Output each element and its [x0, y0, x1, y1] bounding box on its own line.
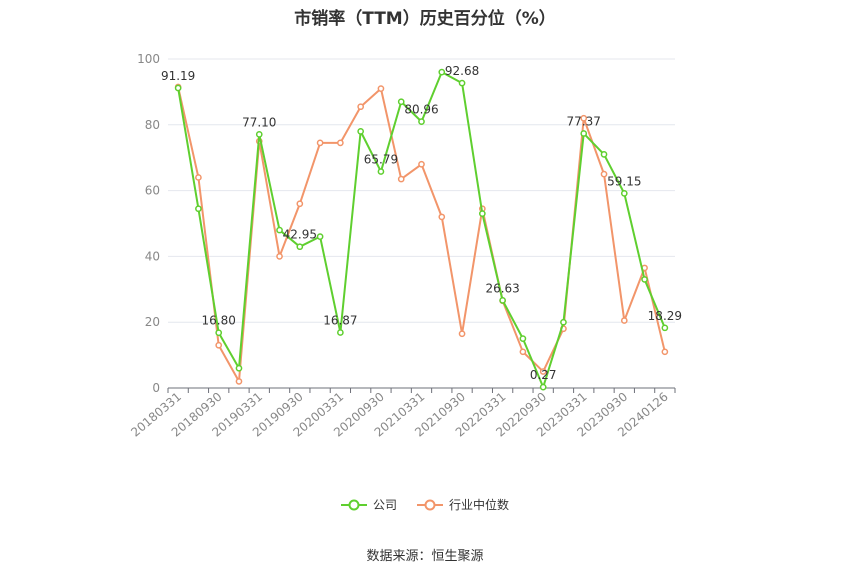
data-point-industry-median[interactable] — [276, 253, 283, 260]
data-point-industry-median[interactable] — [337, 139, 344, 147]
legend-label-company: 公司 — [372, 498, 397, 512]
data-point-industry-median[interactable] — [316, 139, 324, 147]
data-point-company[interactable] — [600, 151, 608, 158]
data-point-industry-median[interactable] — [661, 348, 669, 356]
data-point-company[interactable] — [316, 233, 324, 241]
data-point-company[interactable] — [397, 98, 405, 106]
axes: 0204060801002018033120180930201903312019… — [128, 52, 676, 440]
data-point-company[interactable] — [478, 210, 486, 217]
data-point-industry-median[interactable] — [438, 213, 446, 221]
data-point-industry-median[interactable] — [539, 368, 547, 375]
data-label: 77.37 — [567, 114, 601, 128]
legend-line-icon-industry-median — [417, 499, 443, 510]
data-label: 42.95 — [283, 228, 317, 242]
chart-title: 市销率（TTM）历史百分位（%） — [294, 9, 556, 29]
y-tick-label: 40 — [145, 249, 160, 263]
data-point-industry-median[interactable] — [620, 317, 628, 324]
data-point-company[interactable] — [499, 297, 506, 304]
data-point-company[interactable] — [357, 128, 365, 135]
data-point-company[interactable] — [418, 118, 425, 125]
data-point-company[interactable] — [276, 226, 283, 234]
data-point-industry-median[interactable] — [377, 85, 385, 92]
data-point-company[interactable] — [620, 190, 628, 197]
y-tick-label: 60 — [145, 184, 160, 198]
data-label: 0.27 — [530, 368, 557, 382]
data-point-company[interactable] — [377, 168, 385, 175]
legend-line-icon-company — [340, 499, 367, 510]
data-label: 16.87 — [323, 313, 357, 327]
data-label: 65.79 — [364, 153, 398, 167]
data-label: 26.63 — [485, 281, 519, 295]
source-note: 数据来源：恒生聚源 — [366, 549, 484, 564]
data-label: 59.15 — [607, 174, 641, 188]
data-label: 77.10 — [242, 115, 276, 129]
data-point-company[interactable] — [195, 205, 202, 213]
data-point-industry-median[interactable] — [600, 170, 608, 178]
legend-item-company[interactable]: 公司 — [340, 496, 397, 513]
data-label: 16.80 — [202, 314, 236, 328]
data-point-company[interactable] — [438, 68, 446, 76]
data-label: 91.19 — [161, 69, 195, 83]
data-point-industry-median[interactable] — [357, 103, 365, 111]
data-point-company[interactable] — [580, 130, 588, 137]
y-tick-label: 0 — [152, 381, 160, 395]
y-tick-label: 100 — [137, 52, 160, 66]
data-point-industry-median[interactable] — [458, 330, 466, 338]
data-point-company[interactable] — [174, 84, 182, 92]
data-point-company[interactable] — [458, 79, 466, 87]
data-point-industry-median[interactable] — [296, 200, 304, 208]
y-tick-label: 20 — [145, 315, 160, 329]
data-point-industry-median[interactable] — [195, 174, 202, 181]
data-point-company[interactable] — [235, 364, 243, 372]
y-tick-label: 80 — [145, 118, 160, 132]
data-point-company[interactable] — [215, 329, 223, 337]
data-point-industry-median[interactable] — [580, 114, 588, 122]
series — [174, 68, 669, 391]
data-point-company[interactable] — [560, 318, 567, 326]
data-point-company[interactable] — [337, 329, 344, 336]
data-point-company[interactable] — [661, 324, 669, 332]
data-label: 18.29 — [648, 309, 682, 323]
data-point-company[interactable] — [296, 243, 304, 251]
data-point-company[interactable] — [641, 276, 648, 283]
data-point-company[interactable] — [519, 335, 527, 342]
legend: 公司 行业中位数 — [0, 496, 850, 513]
data-point-company[interactable] — [255, 130, 263, 138]
data-point-company[interactable] — [539, 383, 547, 391]
data-point-industry-median[interactable] — [215, 341, 223, 349]
data-label: 80.96 — [404, 103, 438, 117]
legend-label-industry-median: 行业中位数 — [449, 498, 510, 512]
data-labels: 91.19 16.80 77.10 42.95 16.87 65.79 80.96 92.68… — [161, 64, 682, 382]
data-point-industry-median[interactable] — [418, 160, 425, 168]
gridlines — [168, 58, 675, 323]
data-label: 92.68 — [445, 64, 479, 78]
data-point-industry-median[interactable] — [519, 348, 527, 356]
data-point-industry-median[interactable] — [235, 378, 243, 385]
legend-item-industry-median[interactable]: 行业中位数 — [417, 496, 509, 513]
data-point-industry-median[interactable] — [397, 175, 405, 183]
